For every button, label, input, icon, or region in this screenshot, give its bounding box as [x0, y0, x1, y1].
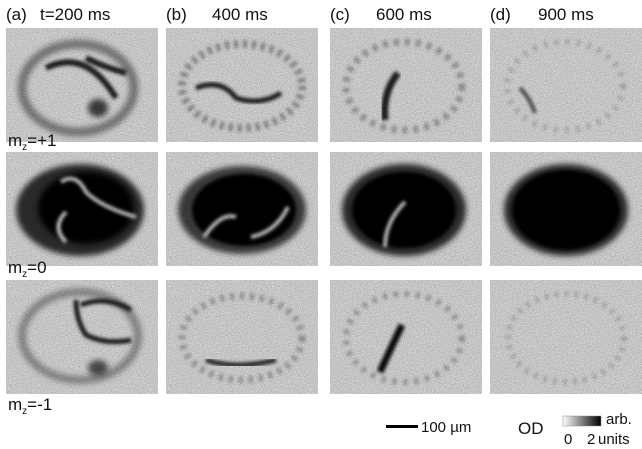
- row-value: =0: [27, 258, 46, 277]
- row-label: mz=-1: [8, 395, 52, 417]
- row-value: =+1: [27, 131, 56, 150]
- panel-time: 400 ms: [212, 5, 268, 24]
- panel-tag: (d): [490, 5, 511, 24]
- image-panel: [330, 28, 482, 142]
- panel-tag: (c): [330, 5, 350, 24]
- colorbar-unit: units: [598, 431, 630, 448]
- image-panel: [330, 280, 482, 394]
- colorbar-min: 0: [564, 431, 572, 448]
- panel-tag: (a): [6, 5, 27, 24]
- colorbar: [563, 416, 601, 426]
- image-panel: [490, 152, 642, 266]
- row-value: =-1: [27, 395, 52, 414]
- row-label: mz=+1: [8, 131, 56, 153]
- scale-bar: [386, 425, 418, 428]
- row-symbol: m: [8, 395, 22, 414]
- row-symbol: m: [8, 131, 22, 150]
- panel-time: 600 ms: [376, 5, 432, 24]
- colorbar-unit: arb.: [606, 411, 632, 428]
- row-symbol: m: [8, 258, 22, 277]
- image-panel: [330, 152, 482, 266]
- figure: (a) t=200 ms (b) 400 ms (c) 600 ms (d) 9…: [0, 0, 642, 449]
- row-label: mz=0: [8, 258, 47, 280]
- image-panel: [6, 28, 158, 142]
- panel-time: 900 ms: [538, 5, 594, 24]
- image-panel: [6, 280, 158, 394]
- column-headers: (a) t=200 ms (b) 400 ms (c) 600 ms (d) 9…: [6, 5, 594, 24]
- image-panel: [6, 152, 158, 266]
- colorbar-max: 2: [587, 431, 595, 448]
- image-panel: [490, 280, 642, 394]
- colorbar-label: OD: [518, 419, 544, 438]
- scale-bar-label: 100 µm: [421, 419, 471, 436]
- image-panel: [166, 28, 318, 142]
- panel-time: t=200 ms: [40, 5, 110, 24]
- image-panel: [490, 28, 642, 142]
- image-panel: [166, 152, 318, 266]
- panel-tag: (b): [166, 5, 187, 24]
- image-panel: [166, 280, 318, 394]
